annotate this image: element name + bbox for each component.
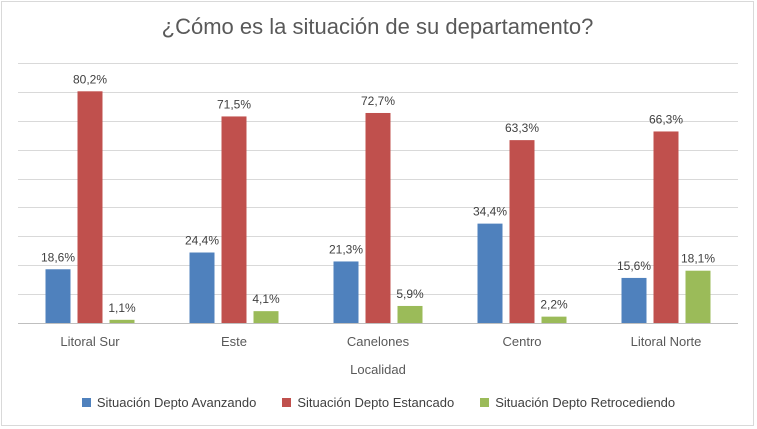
- bar: [109, 319, 135, 323]
- data-label: 34,4%: [473, 205, 507, 219]
- legend-swatch: [480, 398, 490, 407]
- bar: [477, 223, 503, 323]
- data-label: 63,3%: [505, 121, 539, 135]
- x-tick-label: Litoral Sur: [60, 334, 120, 349]
- data-label: 4,1%: [252, 292, 280, 306]
- x-tick-label: Canelones: [347, 334, 410, 349]
- data-label: 24,4%: [185, 234, 219, 248]
- data-label: 5,9%: [396, 287, 424, 301]
- bar: [221, 116, 247, 323]
- bar: [653, 131, 679, 323]
- chart-legend: Situación Depto Avanzando Situación Depto…: [0, 395, 757, 410]
- data-label: 2,2%: [540, 298, 568, 312]
- legend-swatch: [282, 398, 292, 407]
- bar: [253, 311, 279, 323]
- data-label: 1,1%: [108, 301, 136, 315]
- bar: [365, 112, 391, 323]
- legend-item: Situación Depto Retrocediendo: [480, 395, 675, 410]
- data-label: 80,2%: [73, 72, 107, 86]
- x-tick-label: Litoral Norte: [631, 334, 702, 349]
- data-label: 71,5%: [217, 97, 251, 111]
- bar: [45, 269, 71, 323]
- data-label: 72,7%: [361, 94, 395, 108]
- chart-title: ¿Cómo es la situación de su departamento…: [161, 14, 594, 39]
- legend-item: Situación Depto Estancado: [282, 395, 454, 410]
- bar: [77, 91, 103, 323]
- x-axis-title: Localidad: [350, 362, 406, 377]
- bar: [397, 305, 423, 323]
- bar: [541, 316, 567, 323]
- bar: [333, 261, 359, 323]
- data-label: 66,3%: [649, 112, 683, 126]
- x-tick-label: Este: [221, 334, 247, 349]
- x-tick-label: Centro: [502, 334, 541, 349]
- legend-swatch: [81, 398, 91, 407]
- bar: [685, 270, 711, 323]
- legend-label: Situación Depto Retrocediendo: [495, 395, 676, 410]
- data-label: 21,3%: [329, 242, 363, 256]
- data-label: 15,6%: [617, 259, 651, 273]
- legend-label: Situación Depto Estancado: [297, 395, 455, 410]
- data-label: 18,1%: [681, 252, 715, 266]
- bar: [621, 277, 647, 323]
- data-label: 18,6%: [41, 250, 75, 264]
- bar: [509, 140, 535, 323]
- bar: [189, 252, 215, 323]
- legend-item: Situación Depto Avanzando: [81, 395, 257, 410]
- legend-label: Situación Depto Avanzando: [96, 395, 257, 410]
